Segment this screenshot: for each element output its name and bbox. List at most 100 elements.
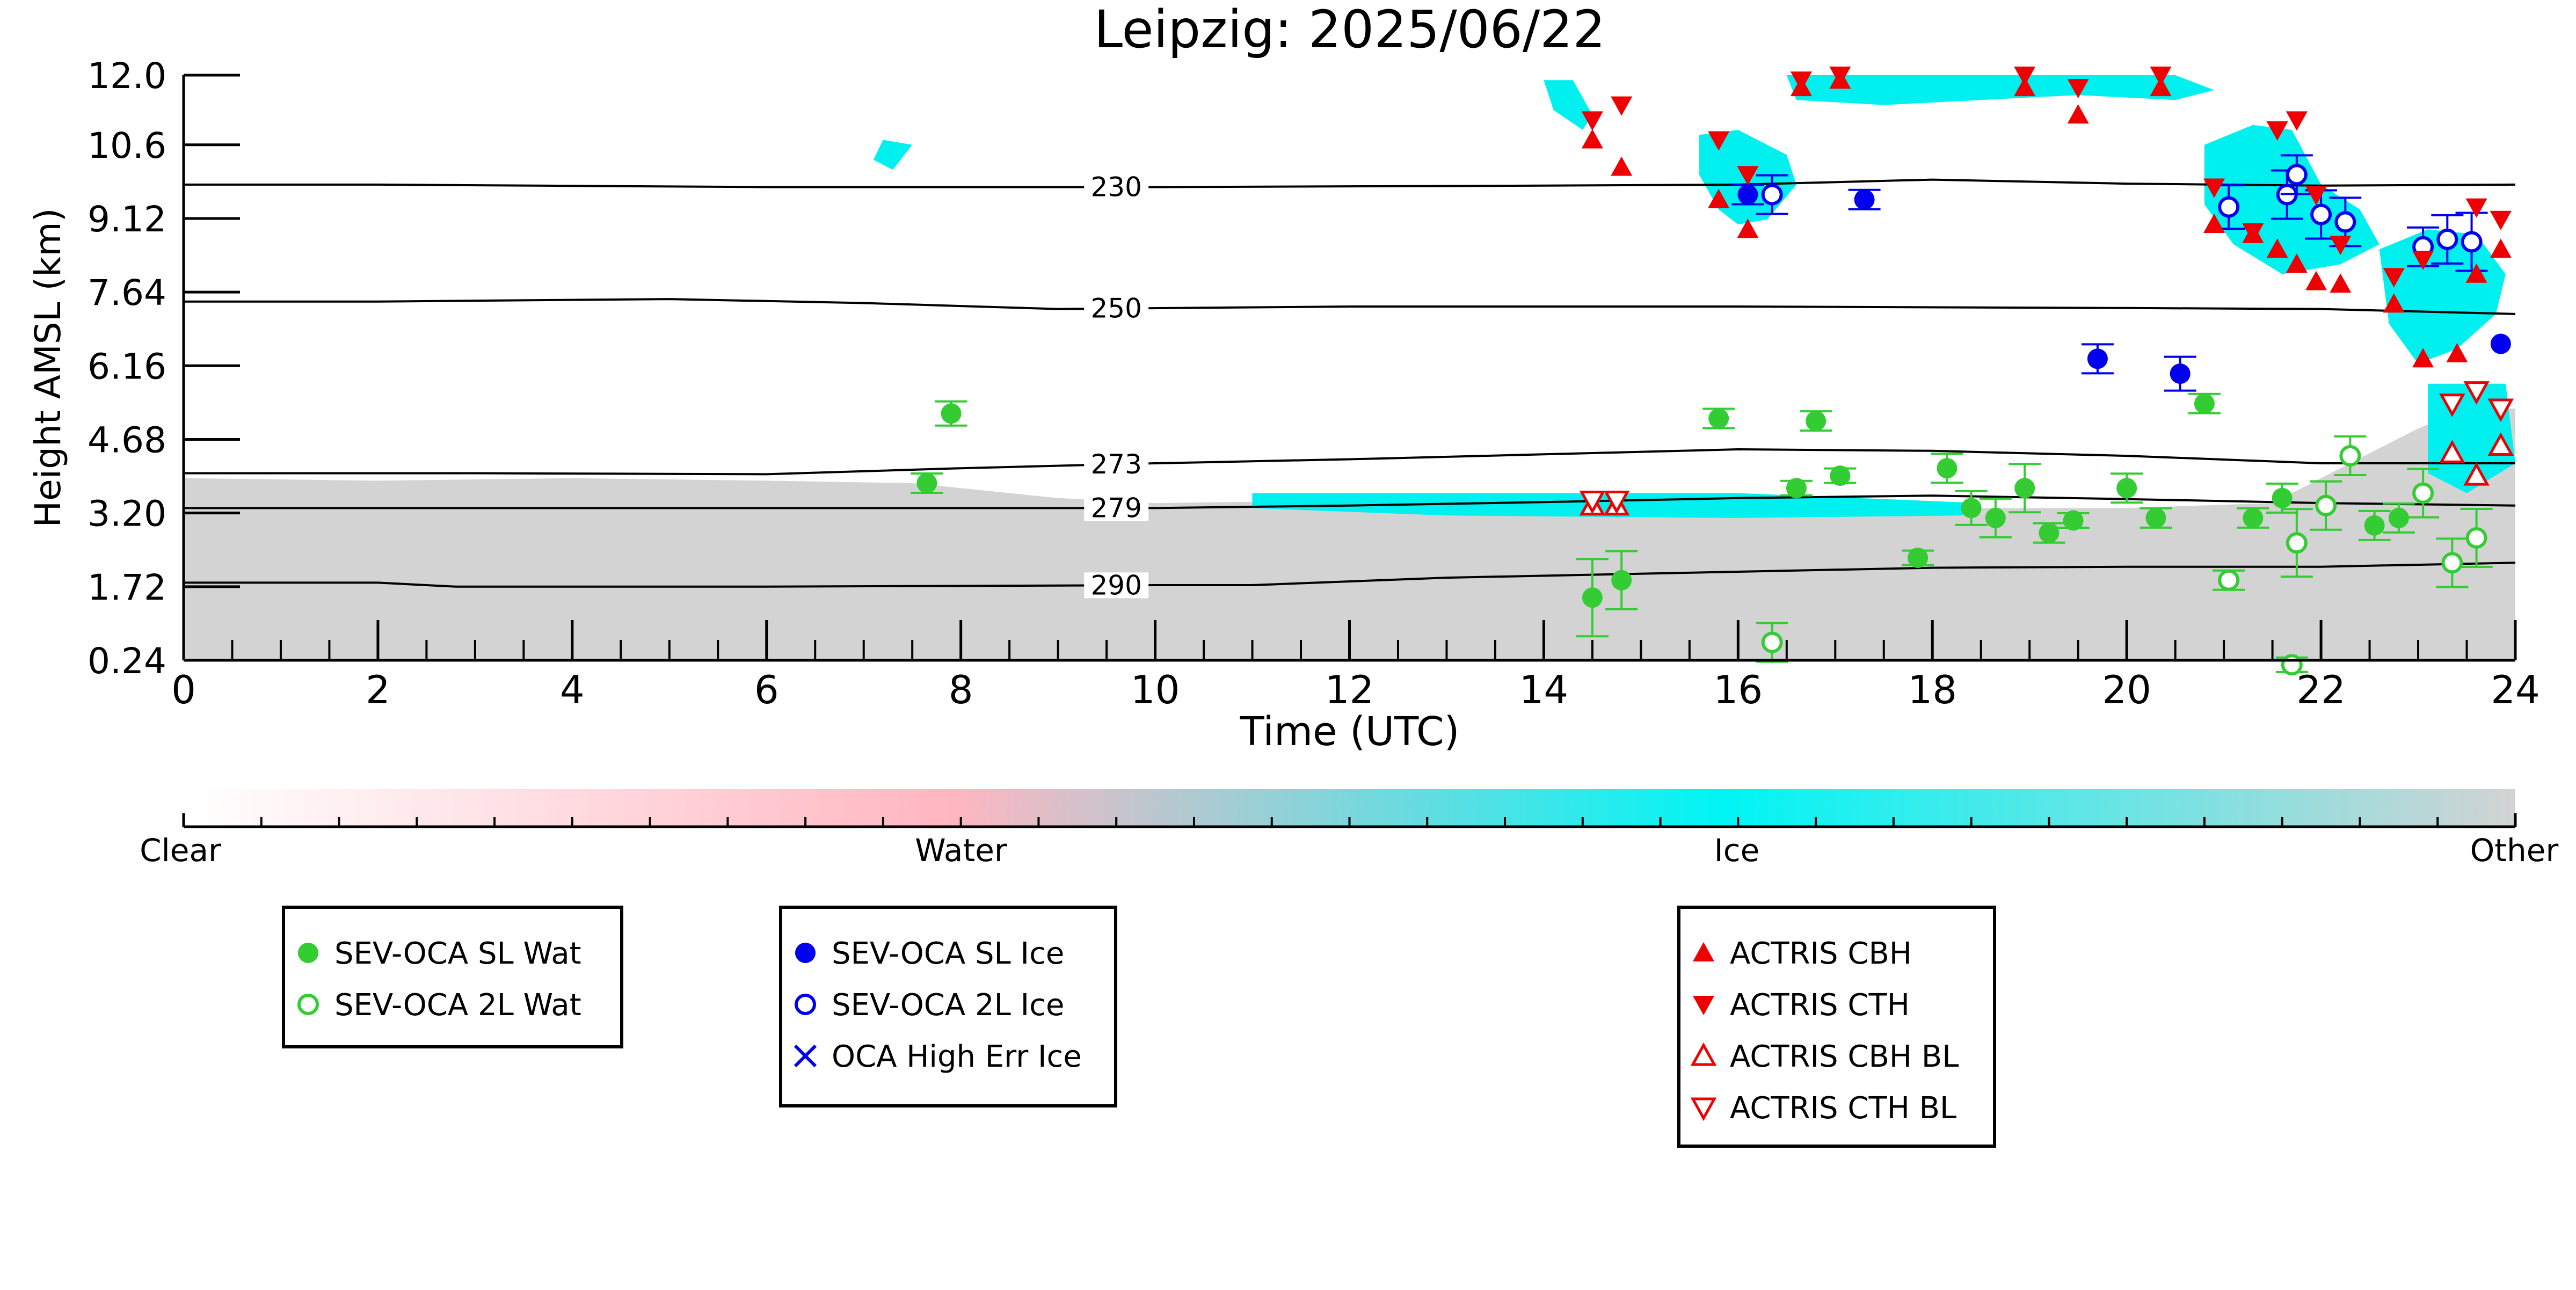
marker-actris-cbh: [1708, 188, 1730, 208]
marker-actris-cth: [2305, 186, 2327, 206]
marker-actris-cth: [2412, 250, 2434, 270]
marker-sev-oca-sl-wat: [2116, 478, 2137, 499]
cloud-ice-patch: [873, 140, 913, 170]
marker-actris-cth: [1611, 96, 1633, 116]
colorbar-label-water: Water: [915, 832, 1007, 869]
legend-label: SEV-OCA 2L Ice: [832, 988, 1064, 1023]
x-tick-label: 20: [2102, 667, 2151, 712]
contour-label-bg: [1084, 572, 1149, 599]
contour-label-250: 250: [1090, 293, 1141, 324]
marker-actris-cbh: [2305, 271, 2327, 290]
legend-box-3: ACTRIS CBH ACTRIS CTH ACTRIS CBH BL ACTRIS …: [1677, 906, 1996, 1148]
x-axis-label: Time (UTC): [1239, 709, 1459, 755]
marker-actris-cth-bl: [1603, 490, 1630, 514]
marker-actris-cbh-bl: [2463, 462, 2490, 486]
marker-sev-oca-sl-wat: [1830, 465, 1851, 486]
contour-250: [184, 298, 2516, 315]
marker-actris-cth: [1581, 111, 1603, 131]
marker-sev-oca-sl-wat: [1806, 411, 1827, 432]
marker-actris-cth: [2203, 178, 2225, 198]
colorbar: Clear Water Ice Other: [140, 789, 2558, 869]
contour-273: [184, 448, 2515, 476]
legend-label: ACTRIS CTH: [1730, 988, 1910, 1023]
marker-sev-oca-sl-ice: [1737, 184, 1758, 205]
contour-label-bg: [1084, 495, 1149, 521]
marker-sev-oca-sl-ice: [2087, 348, 2108, 369]
marker-actris-cth: [2490, 210, 2512, 230]
marker-sev-oca-2l-wat: [2412, 482, 2434, 504]
marker-sev-oca-sl-wat: [916, 473, 937, 494]
marker-sev-oca-sl-wat: [1937, 458, 1958, 479]
y-tick-label: 3.20: [88, 493, 166, 535]
marker-actris-cth: [2465, 198, 2487, 218]
marker-sev-oca-sl-wat: [1611, 570, 1632, 591]
cloud-other-region: [184, 409, 2515, 660]
colorbar-ticks: [182, 813, 2517, 827]
marker-actris-cbh: [2330, 273, 2352, 293]
marker-sev-oca-sl-wat: [1708, 408, 1729, 429]
marker-sev-oca-2l-wat: [2218, 569, 2240, 591]
marker-sev-oca-2l-wat: [2286, 532, 2308, 554]
marker-sev-oca-sl-wat: [2063, 510, 2084, 531]
cloud-ice-patch: [2379, 229, 2506, 364]
marker-sev-oca-sl-wat: [2014, 478, 2035, 499]
marker-actris-cbh: [2266, 238, 2288, 258]
marker-actris-cth: [2242, 223, 2264, 243]
marker-sev-oca-sl-wat: [1582, 587, 1603, 608]
y-tick-label: 1.72: [88, 567, 166, 608]
legend-marker: [1690, 1042, 1717, 1066]
legend-frame: [282, 906, 623, 1048]
legend-label: ACTRIS CBH BL: [1730, 1039, 1959, 1074]
legend-label: SEV-OCA 2L Wat: [334, 988, 581, 1023]
marker-actris-cbh: [2446, 343, 2468, 363]
cloud-classification-field: [184, 75, 2515, 660]
marker-sev-oca-2l-ice: [2461, 231, 2483, 253]
colorbar-label-other: Other: [2470, 832, 2559, 869]
marker-sev-oca-2l-ice: [2334, 211, 2356, 233]
marker-actris-cth: [2266, 121, 2288, 141]
marker-actris-cth-bl: [1579, 490, 1606, 514]
marker-actris-cbh: [2286, 253, 2308, 273]
marker-actris-cbh: [2383, 293, 2405, 313]
legend-label: SEV-OCA SL Ice: [832, 936, 1064, 971]
marker-actris-cbh: [2203, 214, 2225, 234]
marker-actris-cth: [1790, 71, 1812, 91]
legend-marker: [298, 943, 318, 963]
axis-ticks: 0 2 4 6 8 10 12 14 16 18 20 22 240.241.723.204.686.1…: [88, 55, 2540, 712]
cross-stroke: [794, 1044, 817, 1068]
marker-actris-cth: [2330, 236, 2352, 256]
legends: SEV-OCA SL Wat SEV-OCA 2L Wat SEV-OCA SL I…: [282, 906, 1996, 1148]
y-tick-label: 0.24: [88, 640, 166, 682]
x-tick-label: 18: [1908, 667, 1957, 712]
x-tick-label: 0: [171, 667, 196, 712]
legend-marker: [1693, 942, 1714, 961]
marker-sev-oca-sl-wat: [1985, 507, 2006, 528]
marker-sev-oca-sl-wat: [1908, 548, 1929, 569]
y-tick-label: 6.16: [88, 346, 166, 387]
marker-sev-oca-2l-wat: [2441, 552, 2463, 574]
x-tick-label: 2: [366, 667, 390, 712]
marker-sev-oca-sl-wat: [2364, 515, 2385, 536]
marker-actris-cbh: [2014, 77, 2036, 97]
legend-label: ACTRIS CBH: [1730, 936, 1912, 971]
marker-sev-oca-2l-wat: [1761, 631, 1783, 653]
temperature-contours: 230 250 273 279 290: [184, 172, 2516, 601]
marker-actris-cth: [1708, 131, 1730, 151]
marker-actris-cbh: [2067, 104, 2089, 124]
marker-sev-oca-2l-ice: [2310, 203, 2332, 225]
legend-box-1: SEV-OCA SL Wat SEV-OCA 2L Wat: [282, 906, 623, 1048]
x-tick-label: 4: [560, 667, 585, 712]
contour-label-279: 279: [1090, 492, 1141, 523]
data-markers: [911, 67, 2514, 676]
marker-actris-cth-bl: [2487, 398, 2514, 422]
marker-sev-oca-sl-ice: [2170, 363, 2191, 384]
marker-actris-cth-bl: [2463, 381, 2490, 405]
y-axis-label: Height AMSL (km): [27, 208, 69, 528]
cloud-ice-patch: [1544, 80, 1592, 130]
x-tick-label: 10: [1131, 667, 1180, 712]
marker-actris-cbh-bl: [2439, 440, 2465, 463]
contour-label-273: 273: [1090, 449, 1141, 480]
x-tick-label: 12: [1325, 667, 1374, 712]
